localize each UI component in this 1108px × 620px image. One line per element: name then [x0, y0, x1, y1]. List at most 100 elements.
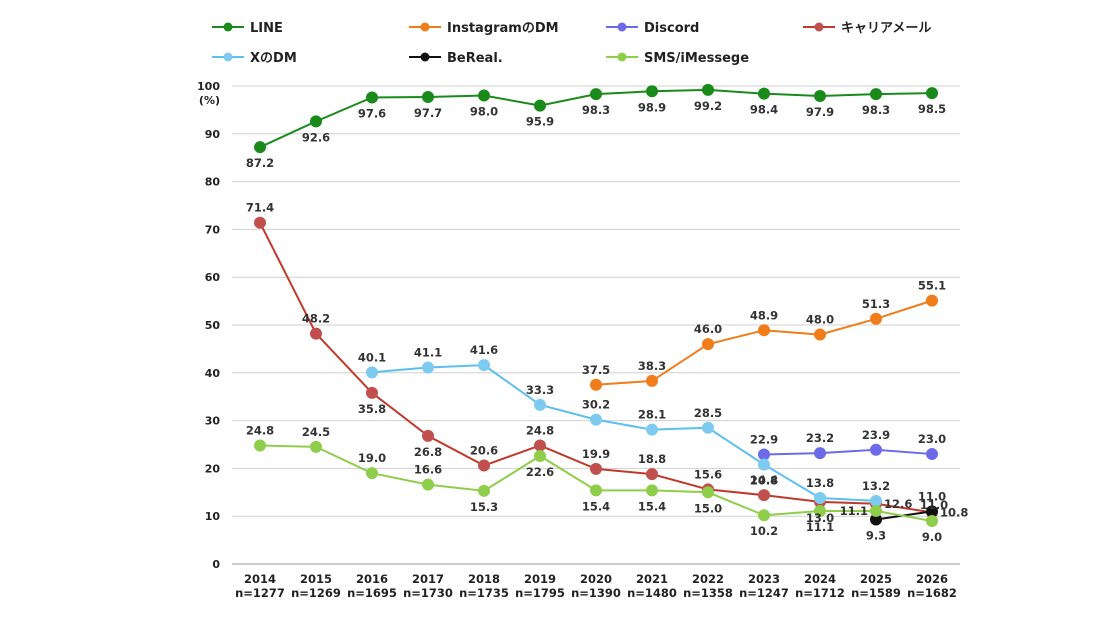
x-tick-sample: n=1682 [907, 586, 957, 600]
chart-legend: LINE InstagramのDM Discord キャリアメール XのDM BeReal… [212, 21, 931, 66]
data-point [310, 440, 322, 453]
x-tick-label: 2015 [300, 572, 332, 586]
x-tick-sample: n=1269 [291, 586, 341, 600]
data-point [758, 448, 770, 461]
x-tick-sample: n=1735 [459, 586, 509, 600]
y-axis: 0 10 20 30 40 50 60 70 80 90 100(%) [197, 80, 220, 571]
data-label: 18.8 [638, 452, 666, 466]
data-label: 24.8 [526, 423, 554, 437]
data-label: 38.3 [638, 359, 666, 373]
series-bereal [870, 505, 938, 526]
data-point [646, 423, 658, 436]
data-label: 97.7 [414, 106, 442, 120]
data-point [870, 494, 882, 507]
data-label: 16.6 [414, 463, 442, 477]
y-tick-label: 100 [197, 80, 220, 93]
data-label: 28.1 [638, 408, 666, 422]
data-point [646, 85, 658, 98]
data-point [870, 312, 882, 325]
data-label: 11.0 [918, 489, 946, 503]
x-tick-sample: n=1695 [347, 586, 397, 600]
data-label: 48.0 [806, 313, 834, 327]
data-label: 87.2 [246, 156, 274, 170]
data-label: 11.1 [806, 520, 834, 534]
data-point [534, 439, 546, 452]
data-point [254, 141, 266, 154]
data-point [366, 467, 378, 480]
data-point [702, 83, 714, 96]
data-label: 71.4 [246, 201, 274, 215]
y-tick-label: 30 [205, 415, 221, 428]
legend-marker [420, 22, 430, 32]
data-point [926, 505, 938, 518]
legend-marker [617, 22, 627, 32]
data-point [590, 88, 602, 101]
y-tick-label: 20 [205, 462, 221, 475]
legend-item-instagram-dm: InstagramのDM [409, 21, 559, 36]
x-tick-sample: n=1795 [515, 586, 565, 600]
y-tick-label: 50 [205, 319, 221, 332]
data-point [590, 378, 602, 391]
data-point [870, 443, 882, 456]
data-label: 92.6 [302, 130, 330, 144]
series-sms-imessege [254, 439, 938, 527]
data-point [870, 513, 882, 526]
legend-marker [814, 22, 824, 32]
x-tick-label: 2020 [580, 572, 612, 586]
y-tick-label: 60 [205, 271, 221, 284]
data-point [814, 447, 826, 460]
x-tick-label: 2019 [524, 572, 556, 586]
data-label: 23.9 [862, 428, 890, 442]
data-point [254, 216, 266, 229]
data-point [422, 90, 434, 103]
x-tick-sample: n=1390 [571, 586, 621, 600]
data-label: 13.0 [806, 511, 834, 525]
data-point [254, 439, 266, 452]
data-label: 48.9 [750, 308, 778, 322]
data-label: 24.5 [302, 425, 330, 439]
data-label: 12.6 [884, 497, 912, 511]
data-point [590, 462, 602, 475]
data-point [702, 338, 714, 351]
data-label: 26.8 [414, 445, 442, 459]
data-point [646, 484, 658, 497]
data-point [366, 91, 378, 104]
x-tick-label: 2014 [244, 572, 276, 586]
legend-marker [420, 52, 430, 62]
data-label: 98.9 [638, 100, 666, 114]
data-label: 37.5 [582, 363, 610, 377]
data-point [646, 468, 658, 481]
data-label: 11.1 [840, 504, 868, 518]
series-x-dm [366, 359, 882, 507]
x-tick-label: 2016 [356, 572, 388, 586]
series-instagram-dm [590, 294, 938, 391]
data-label: 20.8 [750, 474, 778, 488]
data-point [814, 492, 826, 505]
chart-series [254, 83, 938, 527]
legend-item-bereal: BeReal. [409, 51, 503, 66]
data-label: 97.9 [806, 105, 834, 119]
y-tick-label: 40 [205, 367, 221, 380]
data-point [702, 421, 714, 434]
data-point [478, 359, 490, 372]
legend-label: BeReal. [447, 51, 503, 66]
legend-label: XのDM [250, 51, 297, 66]
y-tick-label: 0 [212, 558, 220, 571]
data-point [926, 448, 938, 461]
data-point [366, 386, 378, 399]
legend-item-x-dm: XのDM [212, 51, 297, 66]
x-tick-label: 2021 [636, 572, 668, 586]
data-point [478, 459, 490, 472]
data-label: 19.0 [358, 451, 386, 465]
legend-marker [223, 52, 233, 62]
data-label: 15.0 [694, 501, 722, 515]
y-tick-label: 10 [205, 510, 221, 523]
data-label: 9.0 [922, 530, 942, 544]
data-point [478, 484, 490, 497]
data-label: 98.0 [470, 105, 498, 119]
legend-item-discord: Discord [606, 21, 699, 36]
series-line [371, 364, 877, 502]
data-label: 98.3 [582, 103, 610, 117]
data-point [758, 458, 770, 471]
